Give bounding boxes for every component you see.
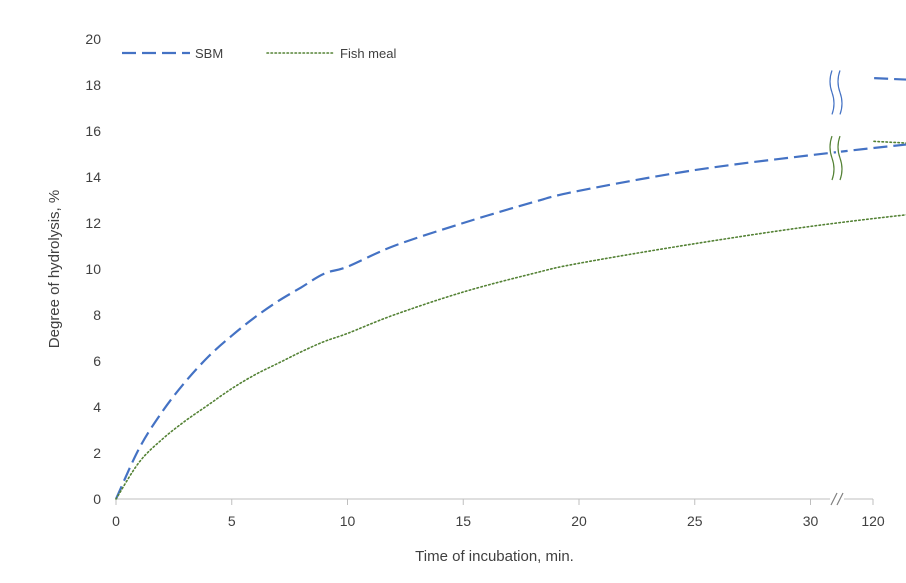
y-tick-label: 4 xyxy=(93,399,101,415)
series-line-1 xyxy=(115,140,906,500)
x-tick-label: 20 xyxy=(571,513,587,529)
series-break-wave xyxy=(829,70,835,115)
y-axis-ticks: 0 2 4 6 8 10 12 14 16 18 20 xyxy=(85,31,101,507)
axis-break-gap xyxy=(830,493,844,505)
series-break-wave xyxy=(837,70,843,115)
axis-break-slash xyxy=(836,492,844,506)
x-tick-label: 30 xyxy=(803,513,819,529)
x-tick-label: 0 xyxy=(112,513,120,529)
y-tick-label: 14 xyxy=(85,169,101,185)
x-tick-label: 15 xyxy=(455,513,471,529)
x-axis-ticks: 051015202530354045505560120 xyxy=(112,499,885,529)
series-break-wave xyxy=(829,135,835,181)
y-tick-label: 0 xyxy=(93,491,101,507)
legend-label-0: SBM xyxy=(195,46,223,61)
legend-label-1: Fish meal xyxy=(340,46,396,61)
y-tick-label: 2 xyxy=(93,445,101,461)
x-axis-title: Time of incubation, min. xyxy=(415,548,574,565)
series-break-wave xyxy=(837,135,843,181)
y-tick-label: 6 xyxy=(93,353,101,369)
y-tick-label: 18 xyxy=(85,77,101,93)
series-line-0 xyxy=(115,77,906,500)
y-tick-label: 8 xyxy=(93,307,101,323)
x-tick-label: 120 xyxy=(861,513,885,529)
x-tick-label: 5 xyxy=(228,513,236,529)
y-tick-label: 12 xyxy=(85,215,101,231)
x-tick-label: 25 xyxy=(687,513,703,529)
y-tick-label: 10 xyxy=(85,261,101,277)
legend: SBM Fish meal xyxy=(122,46,396,61)
x-tick-label: 10 xyxy=(340,513,356,529)
series-layer xyxy=(115,77,906,500)
axis-break-slash xyxy=(830,492,838,506)
y-tick-label: 20 xyxy=(85,31,101,47)
series-break-marker xyxy=(827,69,845,181)
y-tick-label: 16 xyxy=(85,123,101,139)
y-axis-title: Degree of hydrolysis, % xyxy=(46,190,63,348)
x-axis-break-marker xyxy=(830,492,844,506)
